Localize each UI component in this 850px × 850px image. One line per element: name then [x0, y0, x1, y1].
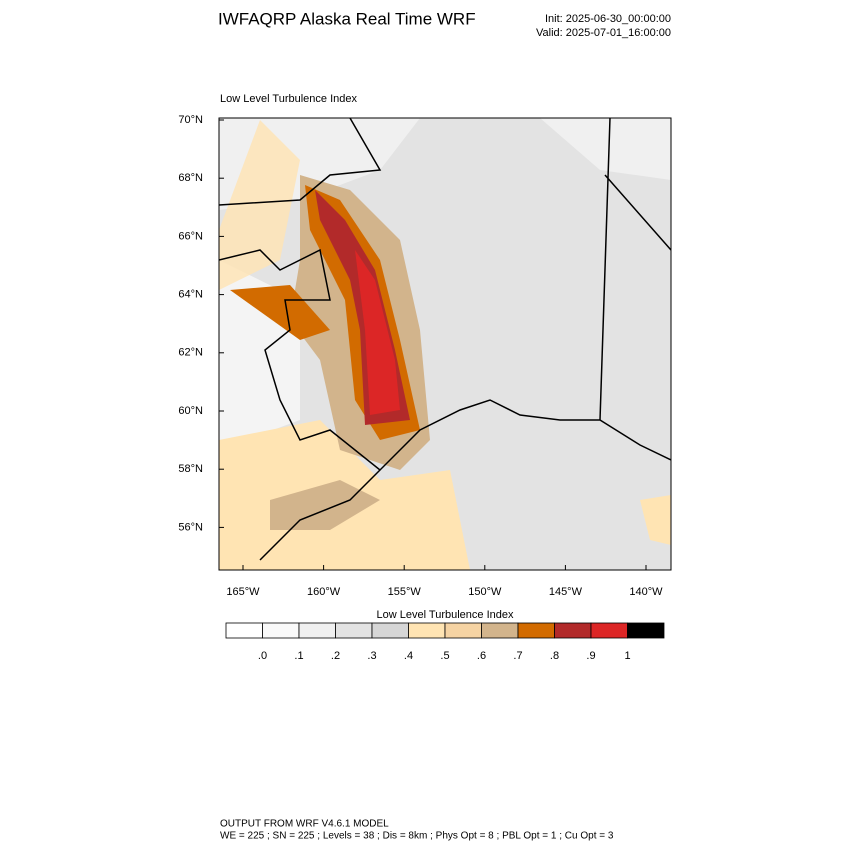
colorbar-title: Low Level Turbulence Index: [377, 609, 514, 621]
init-time: Init: 2025-06-30_00:00:00: [545, 13, 671, 25]
map-title: Low Level Turbulence Index: [220, 93, 357, 105]
footer-line: WE = 225 ; SN = 225 ; Levels = 38 ; Dis …: [220, 831, 614, 842]
colorbar-label: .2: [331, 650, 340, 662]
footer-line: OUTPUT FROM WRF V4.6.1 MODEL: [220, 819, 389, 830]
colorbar-label: 1: [624, 650, 630, 662]
colorbar-label: .3: [367, 650, 376, 662]
colorbar-label: .4: [404, 650, 413, 662]
lon-label: 165°W: [226, 586, 260, 598]
lon-label: 155°W: [388, 586, 422, 598]
colorbar-box: [481, 622, 519, 639]
lat-label: 60°N: [178, 405, 203, 417]
colorbar-box: [262, 622, 300, 639]
colorbar-label: .8: [550, 650, 559, 662]
colorbar-box: [225, 622, 263, 639]
title: IWFAQRP Alaska Real Time WRF: [218, 9, 476, 28]
lat-label: 62°N: [178, 347, 203, 359]
lat-label: 64°N: [178, 289, 203, 301]
colorbar-box: [627, 622, 665, 639]
map-frame: [218, 117, 672, 571]
colorbar-label: .1: [294, 650, 303, 662]
colorbar-box: [590, 622, 628, 639]
valid-time: Valid: 2025-07-01_16:00:00: [536, 27, 671, 39]
colorbar-label: .0: [258, 650, 267, 662]
lat-label: 68°N: [178, 172, 203, 184]
lat-label: 70°N: [178, 114, 203, 126]
colorbar-label: .9: [586, 650, 595, 662]
colorbar-box: [371, 622, 409, 639]
colorbar-box: [517, 622, 555, 639]
colorbar-box: [335, 622, 373, 639]
lon-label: 140°W: [629, 586, 663, 598]
colorbar-box: [298, 622, 336, 639]
lon-label: 150°W: [468, 586, 502, 598]
colorbar-label: .5: [440, 650, 449, 662]
lat-label: 66°N: [178, 230, 203, 242]
lat-label: 58°N: [178, 463, 203, 475]
map-field: [219, 118, 671, 570]
colorbar-label: .7: [513, 650, 522, 662]
lon-label: 160°W: [307, 586, 341, 598]
colorbar-box: [444, 622, 482, 639]
colorbar-box: [408, 622, 446, 639]
colorbar-box: [554, 622, 592, 639]
lon-label: 145°W: [549, 586, 583, 598]
lat-label: 56°N: [178, 521, 203, 533]
colorbar-label: .6: [477, 650, 486, 662]
